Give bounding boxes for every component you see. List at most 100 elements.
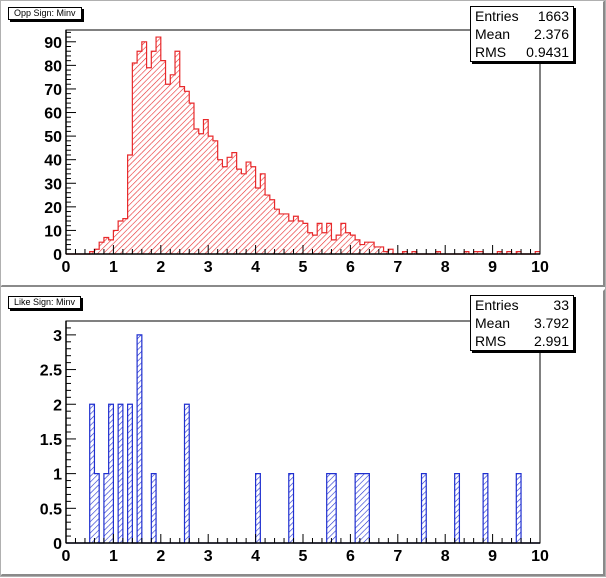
bin-bar <box>179 86 185 254</box>
x-tick-label: 10 <box>531 259 549 276</box>
y-tick-label: 50 <box>44 129 62 146</box>
bin-bar <box>103 473 109 543</box>
bin-bar <box>265 195 270 254</box>
x-tick-label: 3 <box>204 259 213 276</box>
x-tick-label: 2 <box>156 548 165 565</box>
x-tick-label: 0 <box>62 259 71 276</box>
bin-bar <box>246 162 251 254</box>
y-tick-label: 60 <box>44 106 62 123</box>
bin-bar <box>355 473 360 543</box>
bin-bar <box>222 166 228 254</box>
bin-bar <box>421 473 427 543</box>
stats-entries-value: 33 <box>553 297 569 313</box>
y-tick-label: 90 <box>44 35 62 52</box>
stats-entries-label: Entries <box>475 8 519 24</box>
bin-bar <box>156 37 161 254</box>
bin-bar <box>312 235 318 254</box>
stats-rms-value: 0.9431 <box>526 44 569 60</box>
bin-bar <box>132 63 138 254</box>
plot-frame <box>65 320 541 544</box>
bin-bar <box>118 404 123 543</box>
y-tick-label: 40 <box>44 153 62 170</box>
bin-bar <box>193 129 199 254</box>
y-tick-label: 0.5 <box>40 501 62 518</box>
bin-bar <box>350 235 356 254</box>
bin-bar <box>326 223 332 254</box>
bin-bar <box>454 473 460 543</box>
x-tick-label: 9 <box>488 259 497 276</box>
stats-entries-value: 1663 <box>537 8 569 24</box>
bin-bar <box>146 67 152 254</box>
x-tick-label: 1 <box>109 259 118 276</box>
bin-bar <box>184 91 190 254</box>
bin-bar <box>369 242 375 254</box>
y-tick-label: 80 <box>44 58 62 75</box>
bin-bar <box>151 51 157 254</box>
bin-bar <box>412 251 417 254</box>
y-tick-label: 1.5 <box>40 432 62 449</box>
x-tick-label: 6 <box>346 259 355 276</box>
y-tick-label: 0 <box>53 247 62 264</box>
bin-bar <box>293 216 299 254</box>
y-tick-label: 3 <box>53 328 62 345</box>
y-tick-label: 2.5 <box>40 363 62 380</box>
bin-bar <box>516 251 522 254</box>
x-tick-label: 8 <box>441 259 450 276</box>
bin-bar <box>217 159 223 254</box>
bin-bar <box>269 199 275 254</box>
y-tick-label: 10 <box>44 223 62 240</box>
bin-bar <box>378 246 384 254</box>
bin-bar <box>374 246 379 254</box>
stats-rms-label: RMS <box>475 333 507 349</box>
bin-bar <box>198 133 204 254</box>
bin-bar <box>108 239 114 254</box>
bin-bar <box>260 173 266 254</box>
bin-bar <box>355 239 360 254</box>
bin-bar <box>203 119 209 254</box>
x-tick-label: 3 <box>204 548 213 565</box>
stats-mean-label: Mean <box>475 26 511 42</box>
bin-bar <box>137 334 142 543</box>
bin-bar <box>208 136 213 254</box>
bin-bar <box>99 242 104 254</box>
bin-bar <box>165 84 171 254</box>
bin-bar <box>103 237 109 254</box>
histogram-bins <box>89 37 540 255</box>
bin-bar <box>108 404 114 543</box>
bin-bar <box>364 473 370 543</box>
bin-bar <box>435 251 441 254</box>
bin-bar <box>274 209 280 254</box>
bin-bar <box>359 473 365 543</box>
bin-bar <box>89 251 95 254</box>
stats-mean-value: 2.376 <box>533 26 569 42</box>
bin-bar <box>141 41 147 254</box>
bin-bar <box>288 473 294 543</box>
bin-bar <box>241 173 247 254</box>
x-tick-label: 7 <box>393 548 402 565</box>
y-tick-label: 0 <box>53 536 62 553</box>
bin-bar <box>122 218 128 254</box>
histogram-outline <box>66 334 540 544</box>
bin-bar <box>127 154 133 254</box>
bin-bar <box>473 251 479 254</box>
like-sign-stats-box: Entries 33 Mean 3.792 RMS 2.991 <box>470 295 574 351</box>
bin-bar <box>326 473 332 543</box>
bin-bar <box>137 51 142 254</box>
stats-mean: Mean 2.376 <box>475 25 569 43</box>
bin-bar <box>160 60 166 254</box>
bin-bar <box>118 220 123 254</box>
y-tick-label: 70 <box>44 82 62 99</box>
bin-bar <box>364 242 370 254</box>
x-tick-label: 0 <box>62 548 71 565</box>
bin-bar <box>255 473 261 543</box>
opp-sign-histogram: 0 1 2 3 4 5 6 7 8 9 10 0 10 20 30 40 50 60 70 80 90 <box>44 29 549 276</box>
bin-bar <box>175 51 180 254</box>
y-tick-label: 1 <box>53 467 62 484</box>
bin-bar <box>516 473 522 543</box>
bin-bar <box>212 140 218 254</box>
bin-bar <box>307 232 313 254</box>
bin-bar <box>321 232 327 254</box>
bin-bar <box>483 473 488 543</box>
bin-bar <box>89 404 95 543</box>
bin-bar <box>184 404 190 543</box>
